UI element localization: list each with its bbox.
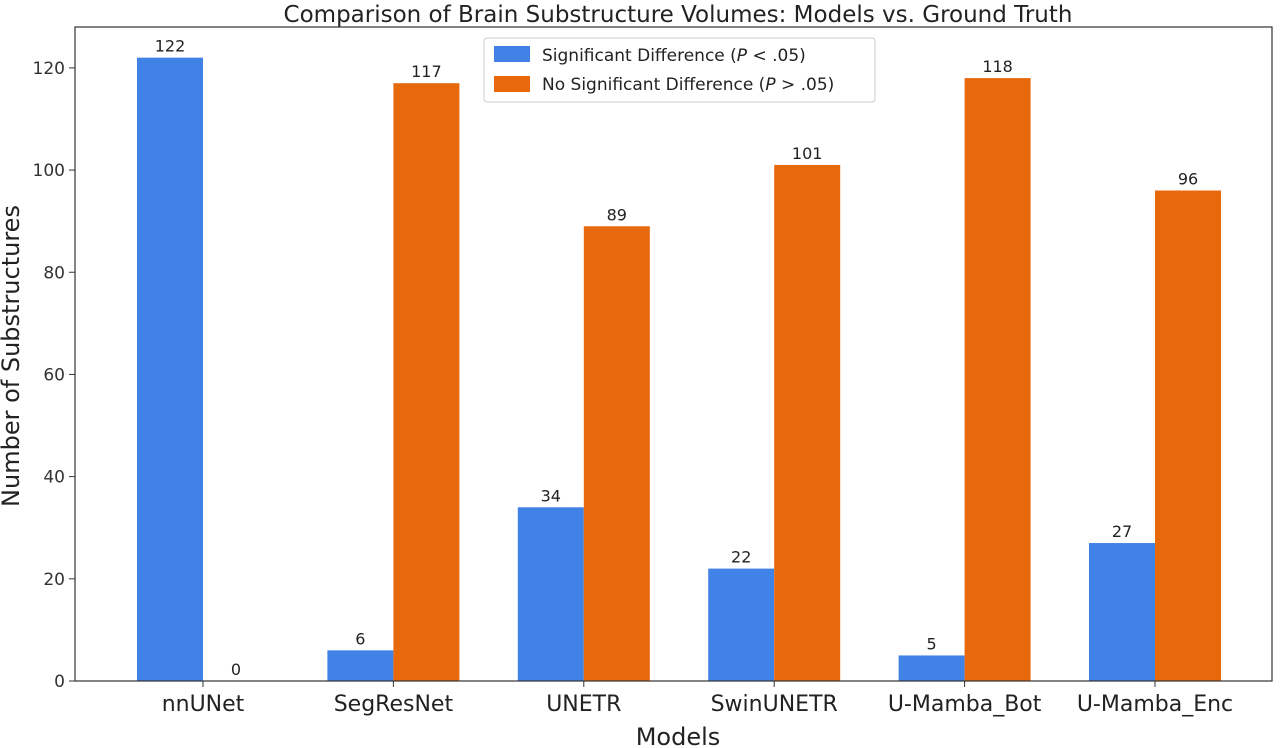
y-tick-label: 20 bbox=[43, 570, 65, 590]
data-label-u-mamba-bot-series-2: 118 bbox=[982, 57, 1013, 76]
bar-swinunetr-series-2 bbox=[774, 164, 841, 681]
bar-swinunetr-series-1 bbox=[708, 568, 775, 681]
legend-swatch-not-significant bbox=[494, 76, 530, 92]
x-axis-label: Models bbox=[636, 723, 721, 748]
x-tick-label: nnUNet bbox=[162, 692, 245, 717]
legend: Significant Difference (P < .05) No Sign… bbox=[483, 37, 876, 103]
data-label-unetr-series-2: 89 bbox=[607, 205, 627, 224]
legend-box bbox=[483, 37, 876, 103]
data-label-u-mamba-enc-series-1: 27 bbox=[1112, 522, 1132, 541]
y-tick-label: 100 bbox=[33, 161, 65, 181]
x-tick-label: UNETR bbox=[546, 692, 621, 717]
bar-u-mamba-enc-series-1 bbox=[1089, 543, 1155, 681]
data-label-segresnet-series-2: 117 bbox=[411, 62, 442, 81]
y-tick-label: 0 bbox=[54, 672, 65, 692]
data-label-u-mamba-enc-series-2: 96 bbox=[1178, 170, 1198, 189]
data-label-nnunet-series-2: 0 bbox=[231, 660, 241, 679]
x-tick-label: U-Mamba_Enc bbox=[1077, 692, 1233, 717]
y-tick-label: 40 bbox=[43, 468, 65, 488]
y-tick-label: 60 bbox=[43, 365, 65, 385]
bar-nnunet-series-1 bbox=[137, 57, 203, 681]
legend-entry-significant: Significant Difference (P < .05) bbox=[542, 46, 806, 66]
x-tick-label: SwinUNETR bbox=[711, 692, 838, 717]
bar-u-mamba-bot-series-2 bbox=[964, 78, 1031, 681]
y-axis-label: Number of Substructures bbox=[0, 205, 25, 507]
bar-unetr-series-2 bbox=[583, 226, 650, 681]
bar-unetr-series-1 bbox=[517, 507, 584, 681]
legend-entry-not-significant: No Significant Difference (P > .05) bbox=[542, 75, 834, 95]
data-label-segresnet-series-1: 6 bbox=[355, 629, 365, 648]
bar-segresnet-series-2 bbox=[393, 83, 460, 681]
legend-swatch-significant bbox=[494, 46, 530, 62]
data-label-nnunet-series-1: 122 bbox=[155, 37, 186, 56]
y-tick-label: 120 bbox=[33, 59, 65, 79]
bar-u-mamba-bot-series-1 bbox=[898, 655, 965, 681]
plot-area: 122 0 nnUNet 6 117 SegResNet 34 89 UNETR 22 101 Swi… bbox=[33, 26, 1273, 717]
data-label-unetr-series-1: 34 bbox=[541, 486, 561, 505]
data-label-swinunetr-series-2: 101 bbox=[792, 144, 823, 163]
data-label-u-mamba-bot-series-1: 5 bbox=[927, 634, 937, 653]
x-tick-label: U-Mamba_Bot bbox=[888, 692, 1042, 717]
x-tick-label: SegResNet bbox=[334, 692, 454, 717]
bar-segresnet-series-1 bbox=[327, 650, 394, 681]
plot-frame bbox=[74, 26, 1273, 682]
y-tick-label: 80 bbox=[43, 263, 65, 283]
chart-title: Comparison of Brain Substructure Volumes… bbox=[284, 2, 1073, 28]
bar-u-mamba-enc-series-2 bbox=[1155, 190, 1221, 681]
data-label-swinunetr-series-1: 22 bbox=[731, 548, 751, 567]
